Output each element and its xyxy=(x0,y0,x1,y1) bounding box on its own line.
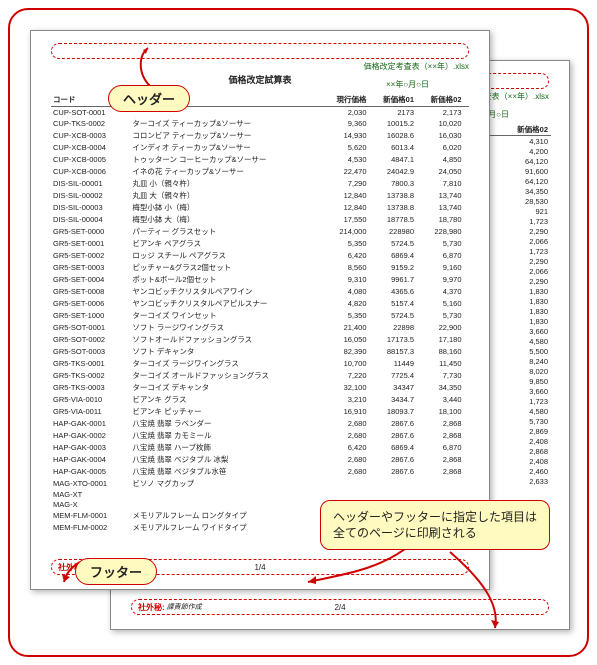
table-row: GR5-SET-0006ヤンコビッチクリスタルペアピルスナー4,8205157.… xyxy=(51,297,469,309)
table-row: GR5-TKS-0003ターコイズ デキャンタ32,1003434734,350 xyxy=(51,381,469,393)
doc-title: 価格改定試算表 xyxy=(228,73,291,86)
table-row: HAP-GAK-0002八宝焼 翡翠 カモミール2,6802867.62,868 xyxy=(51,429,469,441)
table-row: GR5-SOT-0001ソフト ラージワイングラス21,4002289822,9… xyxy=(51,321,469,333)
table-row: GR5-VIA-0011ビアンキ ピッチャー16,91018093.718,10… xyxy=(51,405,469,417)
table-row: HAP-GAK-0004八宝焼 翡翠 ベジタブル 冰梨2,6802867.62,… xyxy=(51,453,469,465)
header-label: ヘッダー xyxy=(108,85,190,112)
table-row: GR5-TKS-0001ターコイズ ラージワイングラス10,7001144911… xyxy=(51,357,469,369)
footer-label: フッター xyxy=(75,558,157,585)
table-row: HAP-GAK-0005八宝焼 翡翠 ベジタブル水笹2,6802867.62,8… xyxy=(51,465,469,477)
table-row: HAP-GAK-0003八宝焼 翡翠 ハーブ枚飾6,4206869.46,870 xyxy=(51,441,469,453)
callout-line1: ヘッダーやフッターに指定した項目は 全てのページに印刷される xyxy=(333,510,537,540)
table-row: MAG-XT xyxy=(51,489,469,499)
table-row: GR5-SET-0000パーティー グラスセット214,000228980228… xyxy=(51,225,469,237)
table-row: GR5-VIA-0010ビアンキ グラス3,2103434.73,440 xyxy=(51,393,469,405)
table-row: DIS-SIL-00001丸皿 小（親々杵）7,2907800.37,810 xyxy=(51,177,469,189)
table-row: CUP-TKS-0002ターコイズ ティーカップ&ソーサー9,36010015.… xyxy=(51,117,469,129)
table-row: GR5-SET-0003ピッチャー&グラス2個セット8,5609159.29,1… xyxy=(51,261,469,273)
footer-region-p2: 社外秘: 課責節作成 2/4 xyxy=(131,599,549,615)
price-table: コード現行価格新価格01新価格02 CUP-SOT-00012,03021732… xyxy=(51,93,469,553)
col-header: 現行価格 xyxy=(322,93,368,107)
callout-header-footer: ヘッダーやフッターに指定した項目は 全てのページに印刷される xyxy=(320,500,550,550)
author-label: 課責節作成 xyxy=(167,602,202,612)
table-row: DIS-SIL-00004梅型小鉢 大（梅）17,55018778.518,78… xyxy=(51,213,469,225)
table-row: GR5-SOT-0002ソフトオールドファッショングラス16,05017173.… xyxy=(51,333,469,345)
table-row: CUP-XCB-0004インディオ ティーカップ&ソーサー5,6206013.4… xyxy=(51,141,469,153)
page-number: 2/4 xyxy=(334,603,345,612)
table-row: GR5-SET-0008ヤンコビッチクリスタルペアワイン4,0804365.64… xyxy=(51,285,469,297)
table-row: MAG-XTO-0001ビソノ マグカップ xyxy=(51,477,469,489)
table-row: HAP-GAK-0001八宝焼 翡翠 ラベンダー2,6802867.62,868 xyxy=(51,417,469,429)
table-row: GR5-TKS-0002ターコイズ オールドファッショングラス7,2207725… xyxy=(51,369,469,381)
table-row: DIS-SIL-00002丸皿 大（親々杵）12,84013738.813,74… xyxy=(51,189,469,201)
header-region-p1 xyxy=(51,43,469,59)
table-row: CUP-XCB-0005トゥッターン コーヒーカップ&ソーサー4,5304847… xyxy=(51,153,469,165)
filename-p1: 価格改定考査表（××年）.xlsx xyxy=(364,61,469,72)
col-header: 新価格01 xyxy=(369,93,417,107)
table-row: GR5-SET-0002ロッジ スチール ペアグラス6,4206869.46,8… xyxy=(51,249,469,261)
table-row: GR5-SET-1000ターコイズ ワインセット5,3505724.55,730 xyxy=(51,309,469,321)
date-p1: ××年○月○日 xyxy=(386,79,429,90)
table-row: DIS-SIL-00003梅型小鉢 小（梅）12,84013738.813,74… xyxy=(51,201,469,213)
col-header: 新価格02 xyxy=(416,93,464,107)
confidential-label: 社外秘: xyxy=(138,602,165,613)
table-row: GR5-SOT-0003ソフト デキャンタ82,39088157.388,160 xyxy=(51,345,469,357)
table-row: CUP-XCB-0003コロンビア ティーカップ&ソーサー14,93016028… xyxy=(51,129,469,141)
table-row: CUP-XCB-0006イネの花 ティーカップ&ソーサー22,47024042.… xyxy=(51,165,469,177)
table-row: GR5-SET-0001ビアンキ ペアグラス5,3505724.55,730 xyxy=(51,237,469,249)
page-number: 1/4 xyxy=(254,563,265,572)
table-row: GR5-SET-0004ポット&ボール2個セット9,3109961.79,970 xyxy=(51,273,469,285)
